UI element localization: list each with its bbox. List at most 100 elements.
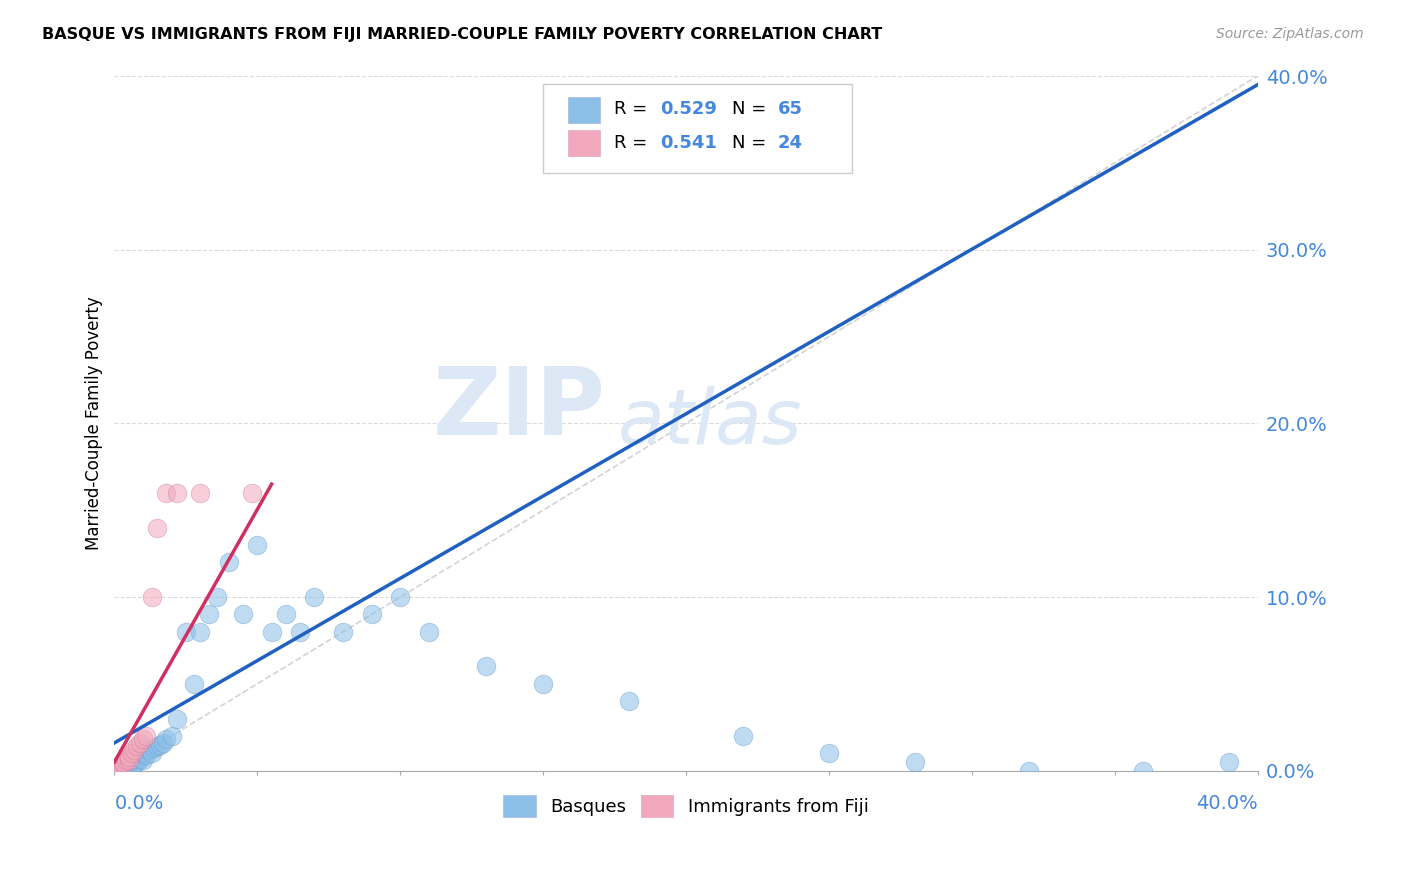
Point xyxy=(143,741,166,756)
Point xyxy=(108,758,131,772)
Text: N =: N = xyxy=(731,101,772,119)
Point xyxy=(1218,755,1240,769)
Point xyxy=(103,764,125,778)
Point xyxy=(166,712,188,726)
Point xyxy=(152,736,174,750)
Point xyxy=(108,758,131,772)
Point xyxy=(121,758,143,772)
FancyBboxPatch shape xyxy=(543,85,852,173)
Point xyxy=(904,755,927,769)
Point xyxy=(218,555,240,569)
Point xyxy=(389,590,412,604)
Point xyxy=(105,760,128,774)
Point xyxy=(111,755,134,769)
Point xyxy=(132,747,155,761)
Point xyxy=(124,756,146,771)
Point xyxy=(111,762,134,776)
Point xyxy=(475,659,498,673)
Text: BASQUE VS IMMIGRANTS FROM FIJI MARRIED-COUPLE FAMILY POVERTY CORRELATION CHART: BASQUE VS IMMIGRANTS FROM FIJI MARRIED-C… xyxy=(42,27,883,42)
Point xyxy=(108,762,131,776)
Point xyxy=(129,736,152,750)
Point xyxy=(121,747,143,761)
Point xyxy=(129,751,152,765)
Bar xyxy=(568,129,600,156)
Point xyxy=(531,677,554,691)
Point xyxy=(111,756,134,771)
Point xyxy=(108,760,131,774)
Point xyxy=(103,762,125,776)
Text: 0.0%: 0.0% xyxy=(114,794,163,813)
Point xyxy=(141,590,163,604)
Y-axis label: Married-Couple Family Poverty: Married-Couple Family Poverty xyxy=(86,296,103,550)
Point xyxy=(103,764,125,778)
Text: N =: N = xyxy=(731,134,772,152)
Point xyxy=(121,753,143,767)
Point xyxy=(108,760,131,774)
Point xyxy=(127,739,149,754)
Point xyxy=(115,760,138,774)
Point xyxy=(111,760,134,774)
Point xyxy=(115,753,138,767)
Text: 24: 24 xyxy=(778,134,803,152)
Point xyxy=(105,760,128,774)
Point xyxy=(105,764,128,778)
Point xyxy=(155,732,177,747)
Point xyxy=(197,607,219,622)
Point xyxy=(135,747,157,762)
Point xyxy=(1018,764,1040,778)
Point xyxy=(118,753,141,767)
Text: 65: 65 xyxy=(778,101,803,119)
Point xyxy=(260,624,283,639)
Point xyxy=(207,590,229,604)
Point xyxy=(141,747,163,761)
Point xyxy=(103,764,125,778)
Point xyxy=(132,753,155,767)
Point xyxy=(132,732,155,747)
Point xyxy=(733,729,755,743)
Point xyxy=(115,755,138,769)
Point xyxy=(274,607,297,622)
Point xyxy=(135,729,157,743)
Point xyxy=(118,749,141,764)
Point xyxy=(290,624,312,639)
Point xyxy=(103,762,125,776)
Point xyxy=(155,485,177,500)
Point xyxy=(166,485,188,500)
Point xyxy=(160,729,183,743)
Point xyxy=(115,758,138,772)
Point xyxy=(418,624,440,639)
Legend: Basques, Immigrants from Fiji: Basques, Immigrants from Fiji xyxy=(496,788,876,824)
Point xyxy=(304,590,326,604)
Point xyxy=(174,624,197,639)
Text: atlas: atlas xyxy=(617,386,801,460)
Point xyxy=(240,485,263,500)
Point xyxy=(111,756,134,771)
Bar xyxy=(568,97,600,123)
Text: ZIP: ZIP xyxy=(433,363,606,456)
Point xyxy=(188,624,211,639)
Point xyxy=(103,764,125,778)
Point xyxy=(111,758,134,772)
Point xyxy=(818,747,841,761)
Point xyxy=(1132,764,1154,778)
Point xyxy=(127,749,149,764)
Text: R =: R = xyxy=(614,134,652,152)
Point xyxy=(332,624,354,639)
Point xyxy=(149,738,172,752)
Text: Source: ZipAtlas.com: Source: ZipAtlas.com xyxy=(1216,27,1364,41)
Point xyxy=(103,764,125,778)
Point xyxy=(232,607,254,622)
Point xyxy=(246,538,269,552)
Text: R =: R = xyxy=(614,101,652,119)
Point xyxy=(183,677,205,691)
Point xyxy=(103,764,125,778)
Point xyxy=(118,758,141,772)
Point xyxy=(146,520,169,534)
Text: 0.541: 0.541 xyxy=(659,134,717,152)
Point xyxy=(127,755,149,769)
Point xyxy=(146,739,169,754)
Point xyxy=(124,743,146,757)
Point xyxy=(188,485,211,500)
Point xyxy=(360,607,382,622)
Point xyxy=(617,694,640,708)
